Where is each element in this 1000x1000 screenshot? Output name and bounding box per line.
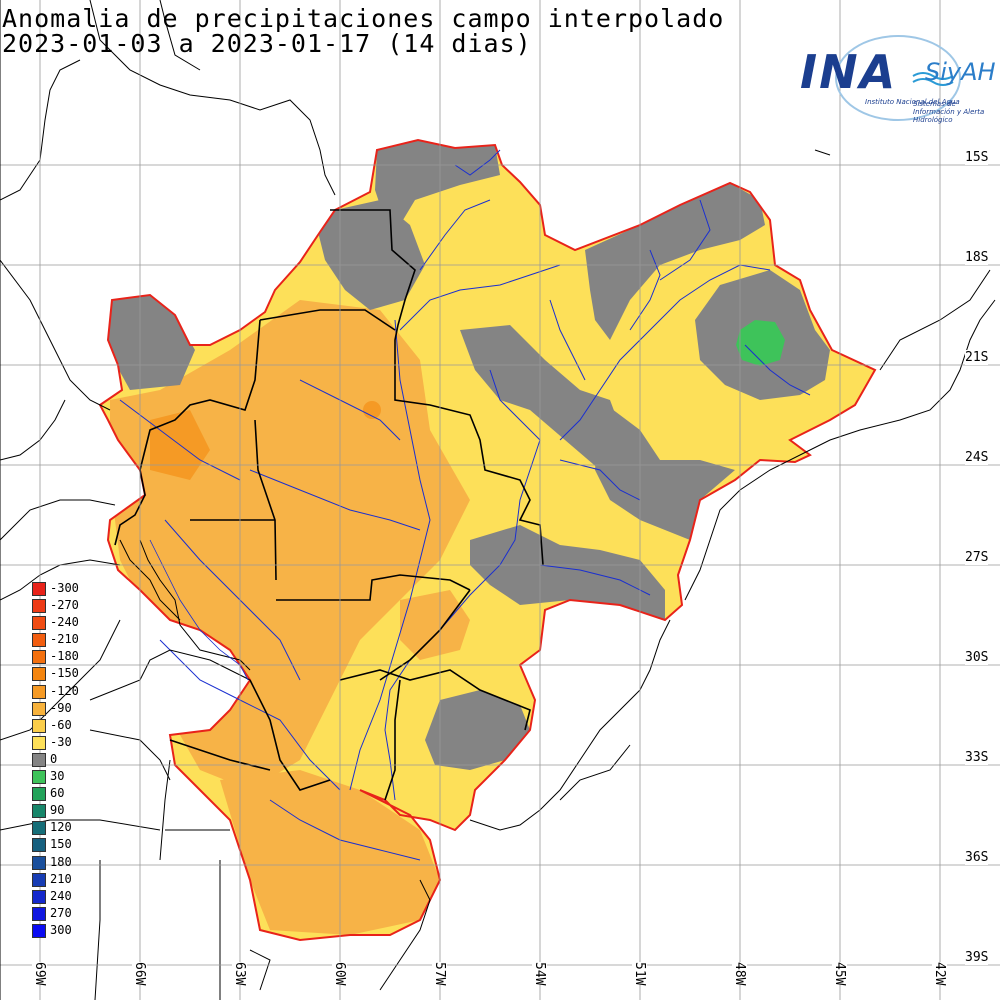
legend-swatch	[32, 855, 46, 870]
legend-label: -150	[50, 666, 79, 681]
legend-label: -240	[50, 615, 79, 630]
legend-label: -90	[50, 700, 72, 715]
legend-label: 210	[50, 871, 72, 886]
legend-label: 240	[50, 888, 72, 903]
longitude-label: 60W	[332, 962, 347, 986]
longitude-label: 69W	[32, 962, 47, 986]
legend-label: 90	[50, 803, 65, 818]
legend-label: 300	[50, 922, 72, 937]
latitude-label: 30S	[965, 650, 989, 665]
longitude-label: 48W	[732, 962, 747, 986]
map-title: Anomalia de precipitaciones campo interp…	[2, 4, 725, 33]
latitude-label: 21S	[965, 350, 989, 365]
legend-swatch	[32, 770, 46, 785]
legend-swatch	[32, 872, 46, 887]
legend-label: -30	[50, 734, 72, 749]
legend-swatch	[32, 718, 46, 733]
rivers	[119, 149, 811, 861]
longitude-label: 63W	[232, 962, 247, 986]
legend-label: 180	[50, 854, 72, 869]
longitude-label: 57W	[432, 962, 447, 986]
legend-label: -120	[50, 683, 79, 698]
logo-swoosh-icon	[835, 35, 961, 121]
latitude-label: 24S	[965, 450, 989, 465]
legend-label: 270	[50, 905, 72, 920]
logo-tagline: Sistemas de Información y Alerta Hidroló…	[913, 100, 985, 124]
latitude-label: 18S	[965, 250, 989, 265]
latitude-label: 36S	[965, 850, 989, 865]
legend-swatch	[32, 889, 46, 904]
longitude-label: 51W	[632, 962, 647, 986]
legend-swatch	[32, 582, 46, 596]
basin-outline	[98, 138, 877, 942]
latitude-label: 33S	[965, 750, 989, 765]
longitude-label: 54W	[532, 962, 547, 986]
legend-swatch	[32, 821, 46, 836]
legend-label: 120	[50, 820, 72, 835]
legend-label: -270	[50, 598, 79, 613]
legend-label: -210	[50, 632, 79, 647]
legend-swatch	[32, 616, 46, 631]
legend-label: 150	[50, 837, 72, 852]
legend-swatch	[32, 599, 46, 614]
legend-label: -300	[50, 581, 79, 595]
longitude-label: 42W	[932, 962, 947, 986]
legend-swatch	[32, 735, 46, 750]
legend-swatch	[32, 684, 46, 699]
legend-swatch	[32, 701, 46, 716]
legend-swatch	[32, 667, 46, 682]
logo-institution: Instituto Nacional del Agua	[865, 98, 960, 106]
longitude-label: 45W	[832, 962, 847, 986]
legend-swatch	[32, 787, 46, 802]
country-borders	[114, 209, 544, 801]
legend-swatch	[32, 804, 46, 819]
legend-swatch	[32, 906, 46, 921]
legend-swatch	[32, 838, 46, 853]
logo-ina-text: INA	[800, 45, 898, 99]
legend-label: 30	[50, 769, 65, 784]
legend-label: -60	[50, 717, 72, 732]
legend-swatch	[32, 923, 46, 938]
ina-siyah-logo: INA SiyAH Instituto Nacional del Agua Si…	[795, 30, 1000, 130]
legend-label: 60	[50, 786, 65, 801]
latitude-label: 15S	[965, 150, 989, 165]
legend-swatch	[32, 752, 46, 767]
logo-siyah-text: SiyAH	[925, 58, 996, 86]
longitude-label: 66W	[132, 962, 147, 986]
latitude-label: 27S	[965, 550, 989, 565]
latitude-label: 39S	[965, 950, 989, 965]
map-date-range: 2023-01-03 a 2023-01-17 (14 dias)	[2, 29, 532, 58]
legend-label: 0	[50, 751, 58, 766]
legend-label: -180	[50, 649, 79, 664]
legend-swatch	[32, 650, 46, 665]
legend-swatch	[32, 633, 46, 648]
